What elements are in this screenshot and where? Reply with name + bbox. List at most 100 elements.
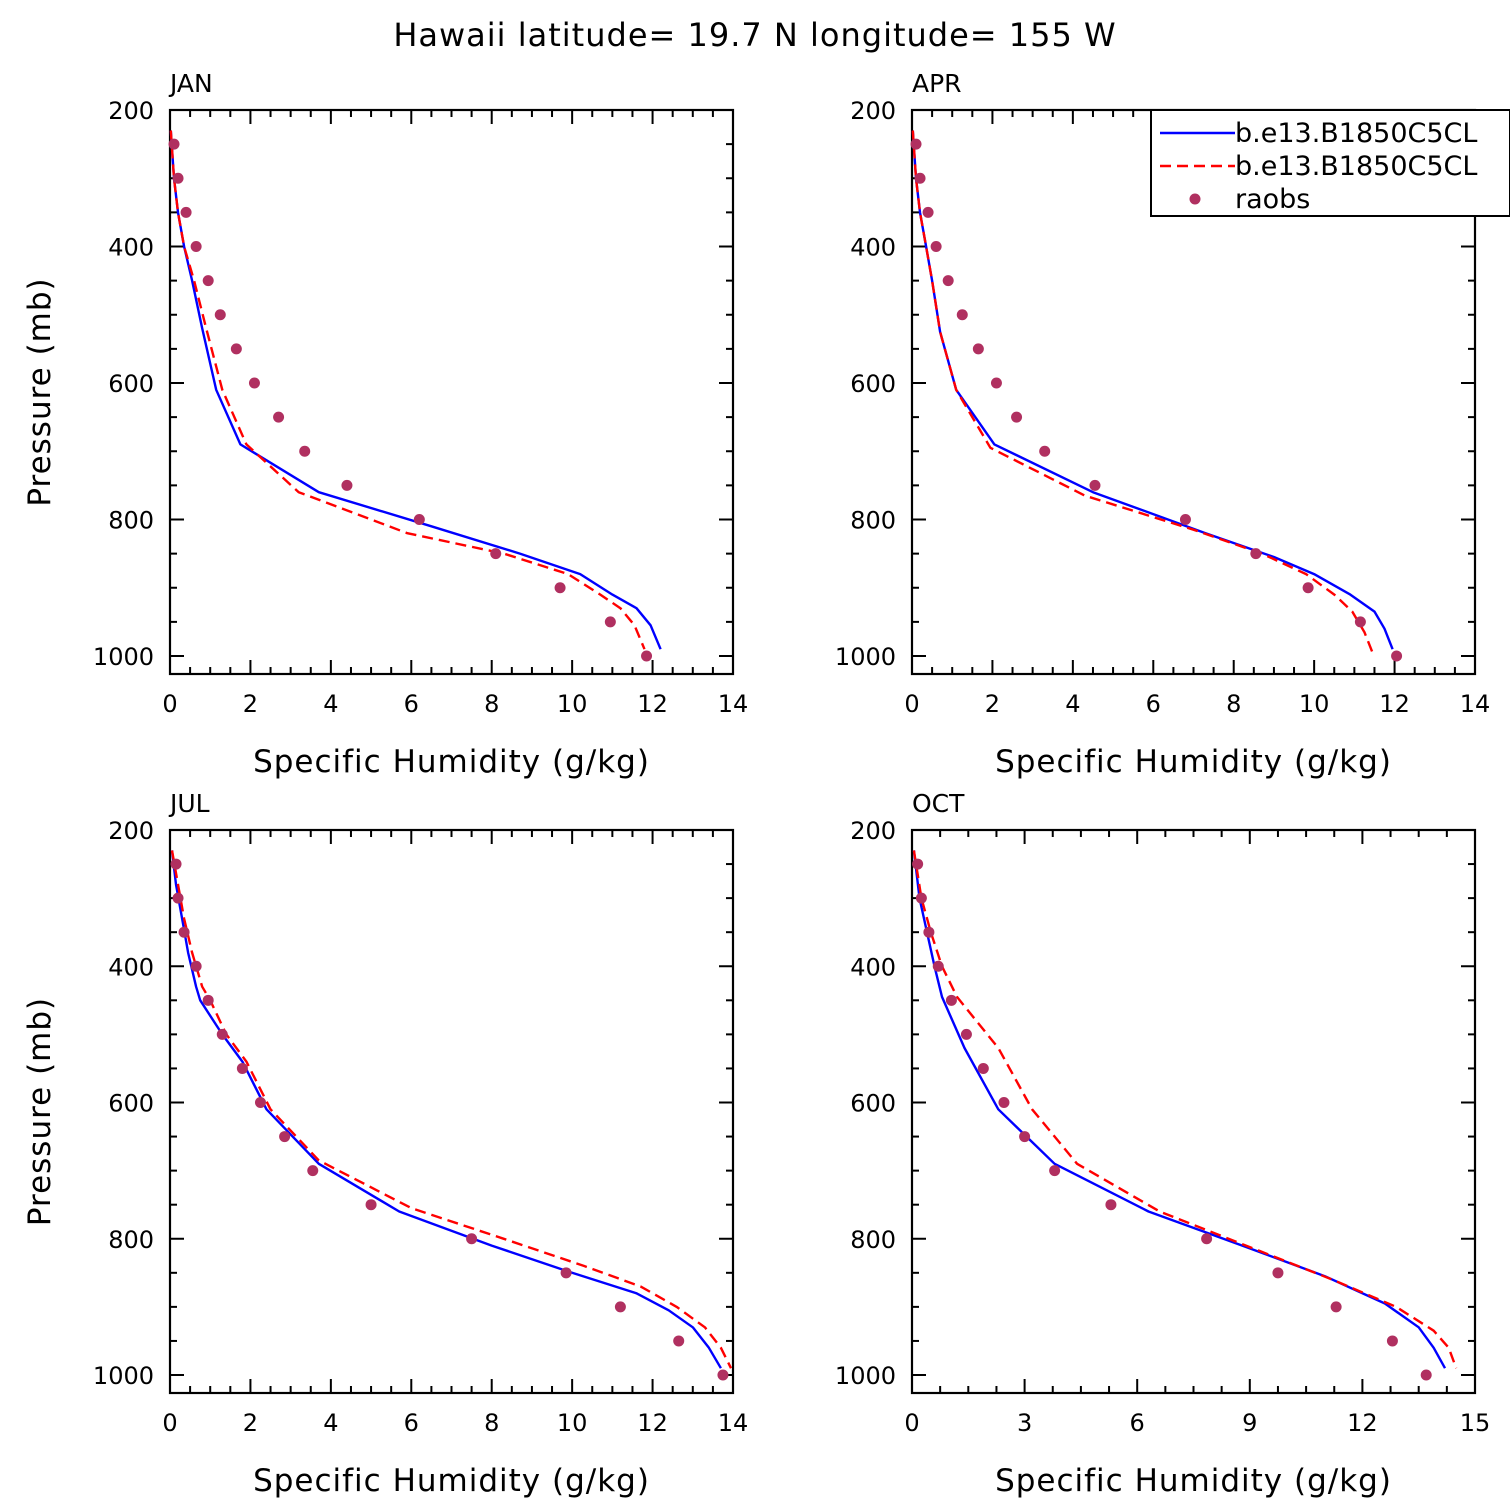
x-tick-label: 2	[985, 690, 1000, 718]
y-tick-label: 400	[850, 953, 896, 981]
x-tick-label: 2	[243, 1409, 258, 1437]
raobs-point	[604, 616, 616, 628]
raobs-point	[1039, 445, 1051, 457]
y-tick-label: 400	[108, 953, 154, 981]
raobs-point	[1272, 1267, 1284, 1279]
series-line-solid	[911, 130, 1394, 650]
raobs-point	[1105, 1199, 1117, 1211]
x-tick-label: 12	[637, 1409, 668, 1437]
raobs-point	[216, 1028, 228, 1040]
raobs-point	[248, 377, 260, 389]
raobs-point	[1089, 479, 1101, 491]
panel-jan: JAN 0 2 4 6 8 10 12 14 200 400 600 800 1000 Specific H…	[22, 69, 748, 780]
x-tick-label: 9	[1242, 1409, 1257, 1437]
x-axis-title: Specific Humidity (g/kg)	[995, 1463, 1392, 1499]
raobs-point	[341, 479, 353, 491]
plot-frame	[168, 828, 735, 1395]
series-line-solid	[912, 850, 1447, 1369]
raobs-point	[942, 275, 954, 287]
legend-box	[1150, 109, 1510, 217]
raobs-point	[923, 926, 935, 938]
raobs-point	[490, 548, 502, 560]
y-tick-label: 400	[108, 234, 154, 262]
raobs-point	[172, 892, 184, 904]
y-tick-label: 200	[108, 97, 154, 125]
raobs-point	[236, 1062, 248, 1074]
x-tick-label: 6	[1146, 690, 1161, 718]
raobs-point	[930, 241, 942, 252]
y-tick-label: 1000	[93, 643, 154, 671]
raobs-point	[168, 138, 180, 150]
raobs-point	[932, 960, 944, 972]
x-tick-label: 8	[484, 1409, 499, 1437]
y-tick-label: 1000	[835, 1362, 896, 1390]
raobs-point	[299, 445, 311, 457]
x-tick-label: 8	[484, 690, 499, 718]
x-axis-title: Specific Humidity (g/kg)	[995, 744, 1392, 780]
y-tick-label: 600	[850, 370, 896, 398]
raobs-point	[554, 582, 566, 594]
y-tick-label: 1000	[835, 643, 896, 671]
panel-label: JAN	[168, 69, 213, 98]
panel-label: APR	[912, 69, 962, 98]
x-tick-label: 12	[1347, 1409, 1378, 1437]
raobs-point	[1302, 582, 1314, 594]
x-tick-label: 0	[904, 1409, 919, 1437]
y-tick-label: 800	[850, 1226, 896, 1254]
x-tick-label: 15	[1460, 1409, 1491, 1437]
panel-oct: OCT 0 3 6 9 12 15 200 400 600 800 1000 Specific Humi…	[835, 789, 1490, 1499]
raobs-point	[254, 1097, 266, 1108]
raobs-point	[945, 994, 957, 1006]
raobs-point	[202, 994, 214, 1006]
x-tick-label: 6	[1130, 1409, 1145, 1437]
x-tick-label: 8	[1226, 690, 1241, 718]
raobs-point	[1391, 650, 1403, 662]
x-tick-label: 2	[243, 690, 258, 718]
raobs-point	[614, 1301, 626, 1313]
raobs-point	[178, 926, 190, 938]
y-tick-label: 800	[850, 507, 896, 535]
legend-label: b.e13.B1850C5CL	[1235, 151, 1477, 182]
y-tick-label: 200	[850, 97, 896, 125]
raobs-point	[1354, 616, 1366, 628]
raobs-point	[466, 1233, 478, 1245]
x-tick-label: 0	[162, 1409, 177, 1437]
x-tick-label: 3	[1017, 1409, 1032, 1437]
y-tick-label: 800	[108, 507, 154, 535]
raobs-point	[413, 514, 425, 525]
y-tick-label: 600	[850, 1090, 896, 1118]
y-tick-label: 400	[850, 234, 896, 262]
raobs-point	[641, 650, 653, 662]
panel-apr: APR 0 2 4 6 8 10 12 14 200 400 600 800 1000 Specific H…	[835, 69, 1510, 780]
x-axis-title: Specific Humidity (g/kg)	[253, 744, 650, 780]
raobs-point	[673, 1335, 685, 1347]
x-tick-label: 4	[323, 1409, 338, 1437]
raobs-point	[307, 1165, 319, 1177]
series-line-dashed	[911, 130, 1374, 654]
raobs-point	[960, 1028, 972, 1040]
raobs-point	[230, 343, 242, 355]
series-line-dashed	[170, 850, 733, 1369]
legend-marker	[1189, 193, 1201, 205]
raobs-point	[180, 206, 192, 218]
raobs-point	[922, 206, 934, 218]
x-tick-label: 10	[557, 1409, 588, 1437]
y-tick-label: 200	[108, 817, 154, 845]
raobs-point	[972, 343, 984, 355]
raobs-point	[1201, 1233, 1213, 1245]
y-tick-label: 1000	[93, 1362, 154, 1390]
raobs-point	[910, 138, 922, 150]
raobs-point	[202, 275, 214, 287]
raobs-point	[365, 1199, 377, 1211]
raobs-point	[990, 377, 1002, 389]
y-axis-title: Pressure (mb)	[22, 277, 58, 506]
legend-label: raobs	[1235, 184, 1310, 215]
series-line-dashed	[912, 850, 1458, 1369]
y-tick-label: 600	[108, 1090, 154, 1118]
raobs-point	[1250, 548, 1262, 560]
raobs-point	[717, 1369, 729, 1381]
raobs-point	[998, 1097, 1010, 1108]
raobs-point	[915, 892, 927, 904]
